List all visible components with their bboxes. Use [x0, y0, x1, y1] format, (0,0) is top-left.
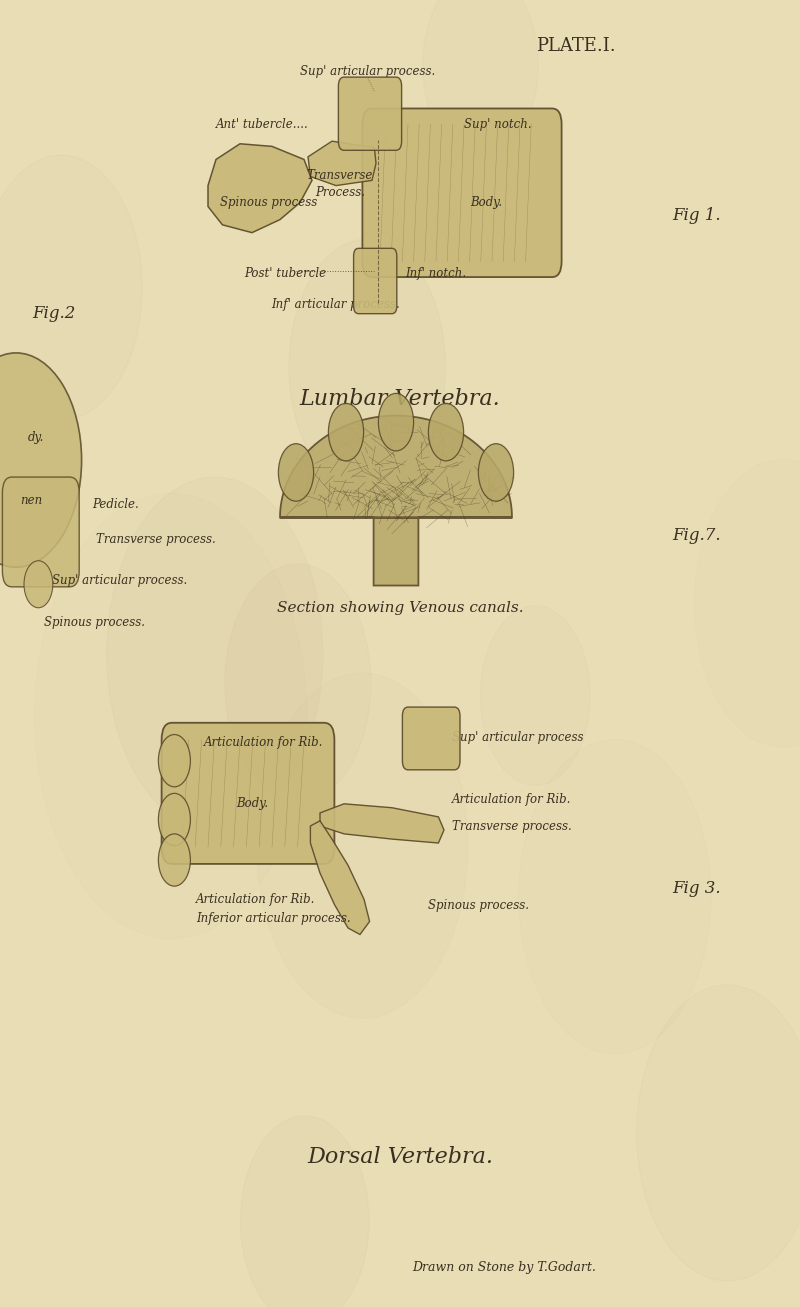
Text: Transverse: Transverse [307, 169, 373, 182]
Text: Fig.2: Fig.2 [32, 305, 75, 323]
Text: Sup' articular process: Sup' articular process [452, 731, 583, 744]
Text: Body.: Body. [236, 797, 268, 810]
Polygon shape [310, 821, 370, 935]
Text: Fig 3.: Fig 3. [672, 880, 721, 898]
Text: Ant' tubercle....: Ant' tubercle.... [216, 118, 309, 131]
Text: Post' tubercle: Post' tubercle [244, 267, 326, 280]
FancyBboxPatch shape [338, 77, 402, 150]
Text: Inferior articular process.: Inferior articular process. [196, 912, 350, 925]
Text: Section showing Venous canals.: Section showing Venous canals. [277, 601, 523, 614]
FancyBboxPatch shape [354, 248, 397, 314]
Text: Transverse process.: Transverse process. [452, 819, 572, 833]
FancyBboxPatch shape [402, 707, 460, 770]
Text: Sup' articular process.: Sup' articular process. [300, 65, 436, 78]
Text: dy.: dy. [28, 431, 44, 444]
Text: Sup' notch.: Sup' notch. [464, 118, 532, 131]
FancyBboxPatch shape [362, 108, 562, 277]
Text: PLATE.I.: PLATE.I. [536, 37, 616, 55]
Text: Inf' articular process.: Inf' articular process. [272, 298, 400, 311]
Polygon shape [280, 416, 512, 586]
Text: Articulation for Rib.: Articulation for Rib. [452, 793, 571, 806]
Circle shape [158, 735, 190, 787]
Text: Fig 1.: Fig 1. [672, 207, 721, 225]
Text: Drawn on Stone by T.Godart.: Drawn on Stone by T.Godart. [412, 1261, 596, 1274]
Circle shape [24, 561, 53, 608]
Circle shape [478, 443, 514, 501]
FancyBboxPatch shape [2, 477, 79, 587]
Text: Inf' notch.: Inf' notch. [405, 267, 466, 280]
Circle shape [278, 443, 314, 501]
Circle shape [0, 353, 82, 567]
Text: Transverse process.: Transverse process. [96, 533, 216, 546]
Circle shape [158, 793, 190, 846]
Text: Fig.7.: Fig.7. [672, 527, 721, 545]
Text: nen: nen [20, 494, 42, 507]
Polygon shape [320, 804, 444, 843]
Text: Pedicle.: Pedicle. [92, 498, 138, 511]
Circle shape [158, 834, 190, 886]
Polygon shape [308, 141, 376, 186]
FancyBboxPatch shape [162, 723, 334, 864]
Text: Lumbar Vertebra.: Lumbar Vertebra. [300, 388, 500, 409]
Circle shape [378, 393, 414, 451]
Circle shape [429, 404, 464, 461]
Text: Spinous process: Spinous process [220, 196, 318, 209]
Circle shape [328, 404, 363, 461]
Text: Articulation for Rib.: Articulation for Rib. [196, 893, 315, 906]
Text: Articulation for Rib.: Articulation for Rib. [204, 736, 323, 749]
Text: Spinous process.: Spinous process. [428, 899, 529, 912]
Text: Spinous process.: Spinous process. [44, 616, 145, 629]
Text: Dorsal Vertebra.: Dorsal Vertebra. [307, 1146, 493, 1167]
Polygon shape [208, 144, 312, 233]
Text: Process.: Process. [315, 186, 365, 199]
Text: Sup' articular process.: Sup' articular process. [52, 574, 187, 587]
Text: Body.: Body. [470, 196, 502, 209]
